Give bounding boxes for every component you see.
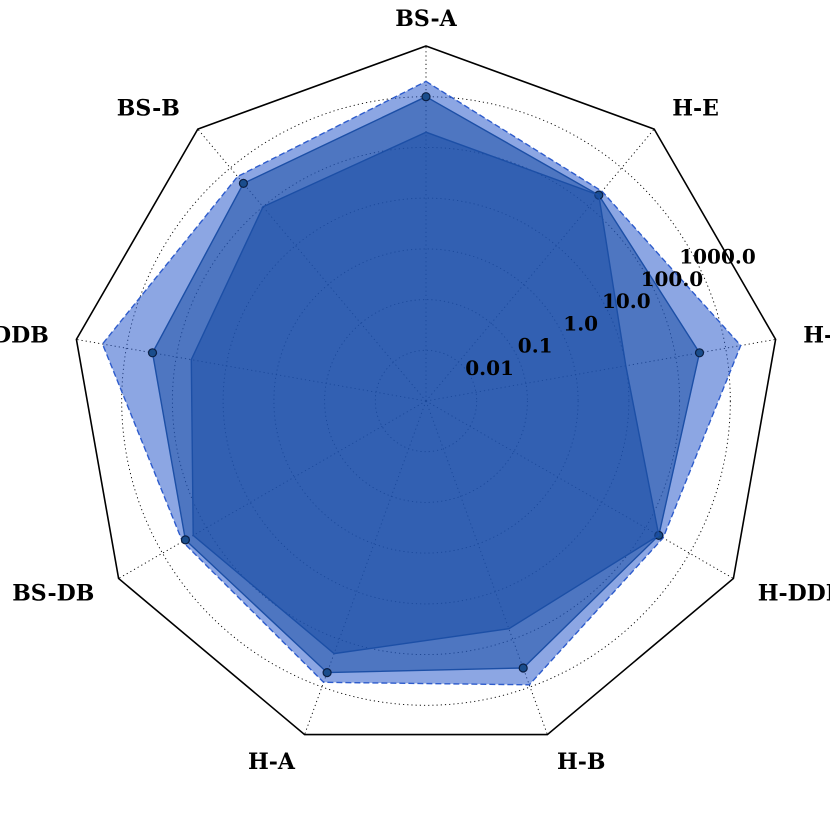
axis-label-h-a: H-A — [248, 749, 296, 775]
grid-ring — [121, 96, 731, 706]
axis-label-h-ddb: H-DDB — [758, 581, 830, 607]
tick-label: 1000.0 — [679, 245, 756, 269]
series-2-point-bs-a — [421, 92, 431, 102]
series-2-point-bs-db — [180, 535, 190, 545]
tick-label: 1.0 — [563, 311, 598, 335]
outer-frame — [75, 45, 777, 736]
axis-label-h-b: H-B — [557, 749, 606, 775]
series-2-point-h-db — [694, 348, 705, 358]
axis-label-bs-ddb: BS-DDB — [0, 323, 49, 349]
series-2-point-bs-b — [238, 178, 248, 188]
axis-label-bs-b: BS-B — [117, 96, 180, 122]
axis-label-bs-a: BS-A — [395, 6, 457, 32]
axis-label-h-e: H-E — [672, 96, 719, 122]
axis-label-bs-db: BS-DB — [12, 581, 94, 607]
series-2-point-h-b — [518, 663, 528, 673]
series-layer — [101, 80, 742, 686]
tick-label: 100.0 — [641, 267, 704, 291]
series-2-point-bs-ddb — [147, 348, 158, 358]
axis-label-layer: BS-A H-E H-DB H-DDB H-B H-A BS-DB BS-DDB BS-B — [0, 6, 830, 775]
tick-label: 0.01 — [465, 356, 514, 380]
tick-label: 10.0 — [602, 289, 651, 313]
series-1-area — [190, 131, 660, 655]
axis-label-h-db: H-DB — [803, 323, 830, 349]
tick-label: 0.1 — [518, 334, 553, 358]
series-2-point-h-a — [322, 667, 332, 678]
